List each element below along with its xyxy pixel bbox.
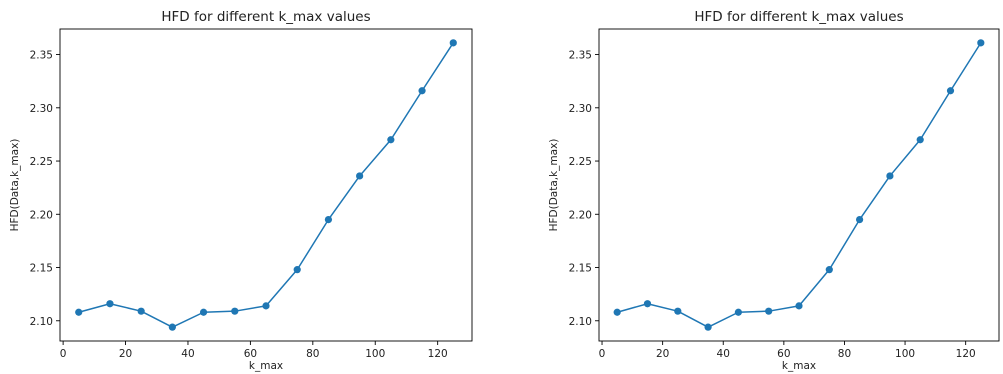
x-axis-label: k_max [249,360,283,372]
data-point [418,87,426,95]
data-point [231,307,239,315]
y-tick-label: 2.15 [30,263,53,275]
data-point [356,172,364,180]
data-point [916,136,924,144]
data-point [137,307,145,315]
data-point [795,302,803,310]
chart-1: 0 20 40 60 80 100 120 2.10 2.15 2.20 2.25 2.30 2.35 H… [9,9,473,372]
y-tick-label: 2.20 [569,209,592,221]
data-point [977,39,985,47]
data-point [674,307,682,315]
chart-2: 0 20 40 60 80 100 120 2.10 2.15 2.20 2.25 2.30 2.35 H… [548,9,1000,372]
plot-area-frame [598,28,1000,342]
y-tick-label: 2.15 [569,263,592,275]
data-point [199,308,208,316]
series-line [616,42,982,328]
y-tick-label: 2.10 [569,316,592,328]
data-point [946,87,955,95]
x-tick-label: 20 [656,348,669,360]
y-tick-label: 2.30 [30,103,53,115]
data-point [734,308,742,316]
y-tick-label: 2.30 [569,103,592,115]
data-point [106,300,114,308]
series-line [78,42,454,328]
chart-title: HFD for different k_max values [694,9,903,25]
x-axis-label: k_max [782,360,816,372]
x-tick-label: 0 [599,348,606,360]
x-tick-label: 60 [244,348,257,360]
data-point [765,307,773,315]
data-point [262,302,270,310]
y-axis-label: HFD(Data,k_max) [548,139,560,232]
x-tick-label: 40 [181,348,194,360]
x-tick-label: 40 [717,348,730,360]
y-axis-label: HFD(Data,k_max) [9,139,21,232]
x-tick-label: 100 [365,348,385,360]
data-point [886,172,894,180]
data-point [324,216,333,224]
y-tick-label: 2.25 [30,156,53,168]
data-point [168,323,176,331]
x-tick-label: 60 [777,348,790,360]
data-point [856,216,864,224]
x-tick-label: 80 [838,348,851,360]
x-tick-label: 120 [428,348,448,360]
x-tick-label: 120 [956,348,976,360]
x-tick-label: 0 [60,348,67,360]
y-tick-label: 2.10 [30,316,53,328]
plot-area-frame [59,28,473,342]
x-tick-label: 100 [895,348,915,360]
data-point [704,323,712,331]
data-point [825,266,833,274]
data-point [387,136,395,144]
y-tick-label: 2.35 [569,50,592,62]
chart-title: HFD for different k_max values [161,9,370,25]
data-point [75,308,83,316]
y-tick-label: 2.35 [30,50,53,62]
data-point [293,266,301,274]
data-point [643,300,652,308]
data-point [613,308,621,316]
data-point [449,39,457,47]
y-tick-label: 2.20 [30,209,53,221]
x-tick-label: 80 [306,348,319,360]
x-tick-label: 20 [119,348,132,360]
y-tick-label: 2.25 [569,156,592,168]
